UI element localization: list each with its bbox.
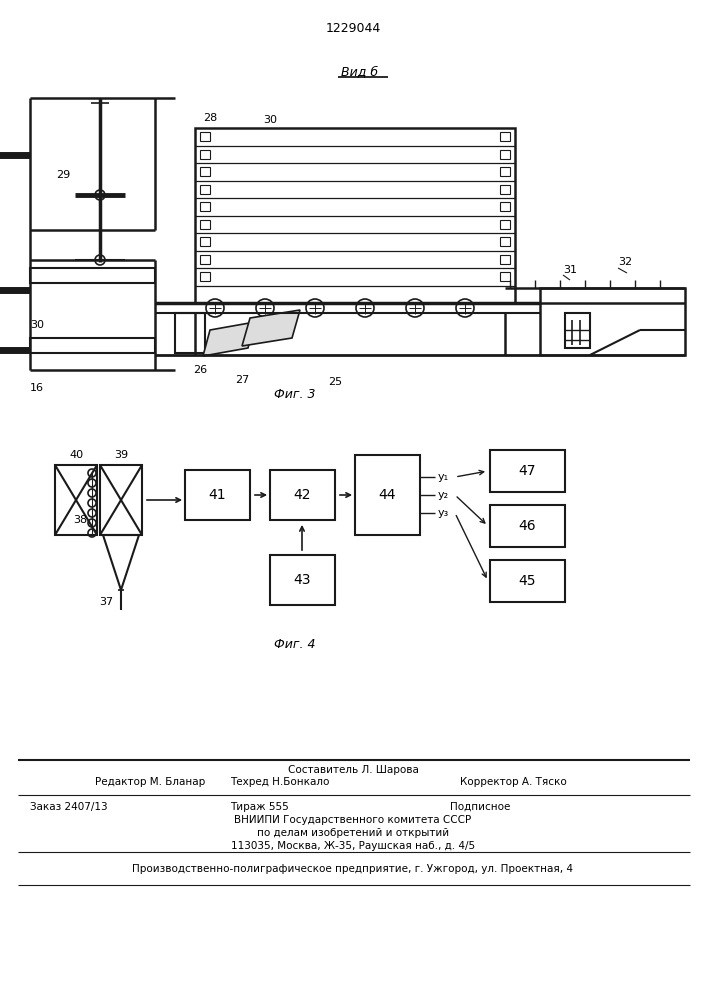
Text: Корректор А. Тяско: Корректор А. Тяско	[460, 777, 567, 787]
Bar	[200, 132, 210, 141]
Text: ВНИИПИ Государственного комитета СССР: ВНИИПИ Государственного комитета СССР	[235, 815, 472, 825]
Bar	[175, 313, 205, 353]
Text: 38: 38	[73, 515, 87, 525]
Text: 27: 27	[235, 375, 249, 385]
Text: 41: 41	[208, 488, 226, 502]
Bar	[200, 237, 210, 246]
Text: Подписное: Подписное	[450, 802, 510, 812]
Text: 26: 26	[193, 365, 207, 375]
Text: 47: 47	[518, 464, 536, 478]
Bar	[200, 220, 210, 229]
Text: Вид б: Вид б	[341, 66, 378, 79]
Bar	[500, 272, 510, 281]
Text: 44: 44	[378, 488, 396, 502]
Bar	[355, 455, 420, 535]
Bar	[500, 202, 510, 211]
Bar	[200, 184, 210, 194]
Bar	[270, 470, 335, 520]
Bar	[490, 560, 565, 602]
Text: 37: 37	[99, 597, 113, 607]
Text: 31: 31	[563, 265, 577, 275]
Text: 16: 16	[30, 383, 44, 393]
Text: 29: 29	[56, 170, 70, 180]
Bar	[200, 167, 210, 176]
Bar	[200, 149, 210, 158]
Text: 30: 30	[263, 115, 277, 125]
Text: 40: 40	[69, 450, 83, 460]
Bar	[500, 132, 510, 141]
Bar	[200, 272, 210, 281]
Bar	[55, 465, 97, 535]
Bar	[500, 149, 510, 158]
Bar	[490, 505, 565, 547]
Bar	[30, 338, 155, 353]
Bar	[200, 254, 210, 263]
Text: Техред Н.Бонкало: Техред Н.Бонкало	[230, 777, 329, 787]
Text: 43: 43	[293, 573, 311, 587]
Bar	[30, 268, 155, 283]
Polygon shape	[242, 310, 300, 346]
Bar	[500, 237, 510, 246]
Text: у₃: у₃	[438, 508, 449, 518]
Bar	[500, 220, 510, 229]
Text: 42: 42	[293, 488, 311, 502]
Text: 113035, Москва, Ж-35, Раушская наб., д. 4/5: 113035, Москва, Ж-35, Раушская наб., д. …	[231, 841, 475, 851]
Polygon shape	[203, 322, 255, 356]
Text: Фиг. 4: Фиг. 4	[274, 639, 316, 652]
Text: 25: 25	[328, 377, 342, 387]
Bar	[490, 450, 565, 492]
Text: Редактор М. Бланар: Редактор М. Бланар	[95, 777, 205, 787]
Text: 46: 46	[518, 519, 536, 533]
Text: по делам изобретений и открытий: по делам изобретений и открытий	[257, 828, 449, 838]
Bar	[500, 184, 510, 194]
Bar	[500, 167, 510, 176]
Text: 32: 32	[618, 257, 632, 267]
Bar	[195, 128, 515, 303]
Bar	[200, 202, 210, 211]
Text: 1229044: 1229044	[325, 21, 380, 34]
Text: 30: 30	[30, 320, 44, 330]
Bar	[500, 254, 510, 263]
Bar	[270, 555, 335, 605]
Bar	[185, 470, 250, 520]
Text: 28: 28	[203, 113, 217, 123]
Text: Составитель Л. Шарова: Составитель Л. Шарова	[288, 765, 419, 775]
Text: 39: 39	[114, 450, 128, 460]
Text: Фиг. 3: Фиг. 3	[274, 388, 316, 401]
Text: Производственно-полиграфическое предприятие, г. Ужгород, ул. Проектная, 4: Производственно-полиграфическое предприя…	[132, 864, 573, 874]
Text: Тираж 555: Тираж 555	[230, 802, 288, 812]
Text: 45: 45	[518, 574, 536, 588]
Text: у₁: у₁	[438, 472, 448, 482]
Text: у₂: у₂	[438, 490, 448, 500]
Bar	[565, 313, 590, 348]
Text: Заказ 2407/13: Заказ 2407/13	[30, 802, 107, 812]
Bar	[540, 288, 685, 355]
Bar	[100, 465, 142, 535]
